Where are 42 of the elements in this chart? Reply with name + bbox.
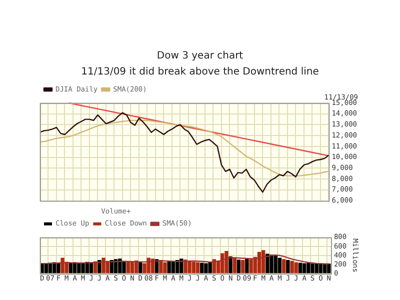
bar [270,254,274,274]
bar [286,260,290,274]
bar [274,256,278,274]
bar [56,263,60,274]
bar [298,262,302,274]
bar [118,258,122,274]
bar [81,262,85,274]
chart-subtitle: 11/13/09 it did break above the Downtrend line [81,66,319,78]
bar [208,262,212,274]
bar [138,262,142,274]
bar [188,260,192,274]
bar [327,264,331,274]
bar [163,262,167,274]
bar [241,260,245,274]
bar [122,260,126,274]
bar [294,262,298,274]
bar [249,259,253,274]
bar [266,254,270,274]
bar [306,262,310,274]
bar [236,260,241,274]
bar [220,253,224,274]
bar [261,250,266,274]
bar [200,262,204,274]
bar [224,250,228,274]
bar [102,258,106,274]
bar [278,258,282,274]
bar [192,262,196,274]
bar [204,263,208,274]
bar [232,258,236,274]
bar [302,263,306,274]
bar [282,259,286,274]
bar [126,262,130,274]
bar [77,263,81,274]
chart-title: Dow 3 year chart [156,50,244,62]
bar [167,261,171,274]
bar [60,258,64,274]
bar [228,256,232,274]
bar [245,258,249,274]
bar [44,264,48,274]
bar [290,260,294,274]
bar [310,264,314,274]
bar [196,262,200,274]
